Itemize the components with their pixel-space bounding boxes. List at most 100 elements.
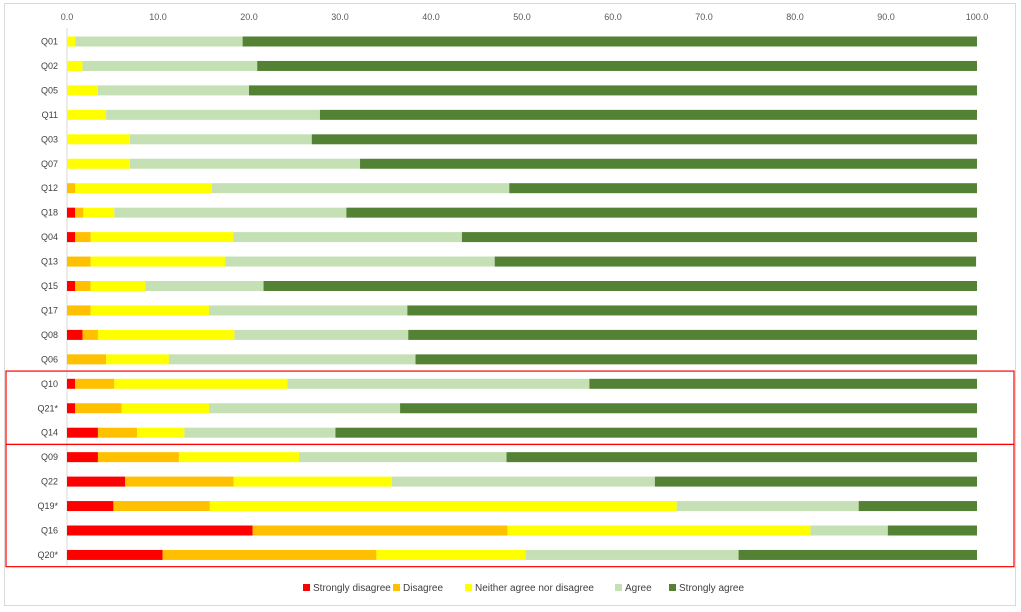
bar-segment [67, 158, 130, 169]
bar-segment [114, 207, 347, 218]
x-tick-label: 20.0 [240, 12, 258, 22]
category-label: Q18 [41, 208, 58, 218]
category-label: Q19* [37, 501, 58, 511]
bar-segment [129, 158, 361, 169]
legend-label: Strongly disagree [313, 583, 391, 594]
bar-segment [125, 476, 234, 487]
bar-segment [346, 207, 977, 218]
category-label: Q14 [41, 428, 58, 438]
bar-segment [184, 427, 336, 438]
bar-segment [67, 85, 98, 96]
bar-segment [67, 305, 91, 316]
category-label: Q07 [41, 159, 58, 169]
bar-segment [67, 207, 76, 218]
bar-segment [507, 525, 811, 536]
bar-segment [114, 378, 288, 389]
bar-segment [887, 525, 977, 536]
category-label: Q15 [41, 281, 58, 291]
bar-segment [75, 378, 115, 389]
category-label: Q10 [41, 379, 58, 389]
bar-segment [106, 109, 320, 120]
bar-segment [83, 207, 115, 218]
legend-swatch [393, 584, 400, 591]
bar-segment [97, 427, 138, 438]
bar-segment [810, 525, 888, 536]
bar-segment [234, 329, 409, 340]
bar-segment [589, 378, 977, 389]
bar-segment [168, 354, 416, 365]
bar-segment [461, 232, 977, 243]
bar-segment [113, 501, 210, 512]
x-tick-label: 50.0 [513, 12, 531, 22]
bar-segment [208, 403, 401, 414]
bar-segment [97, 329, 235, 340]
legend: Strongly disagree Disagree Neither agree n… [303, 583, 744, 594]
category-label: Q17 [41, 305, 58, 315]
category-label: Q13 [41, 257, 58, 267]
legend-swatch [303, 584, 310, 591]
bar-segment [75, 232, 91, 243]
legend-swatch [465, 584, 472, 591]
x-tick-label: 100.0 [966, 12, 989, 22]
bar-segment [858, 501, 977, 512]
bar-segment [525, 549, 739, 560]
legend-label: Agree [625, 583, 652, 594]
x-tick-label: 90.0 [877, 12, 895, 22]
bar-segment [162, 549, 377, 560]
bar-segment [67, 378, 76, 389]
x-tick-label: 60.0 [604, 12, 622, 22]
x-tick-label: 10.0 [149, 12, 167, 22]
bar-segment [242, 36, 977, 47]
bar-segment [90, 256, 226, 267]
bar-segment [97, 452, 179, 463]
bar-segment [137, 427, 185, 438]
x-tick-label: 0.0 [61, 12, 74, 22]
bar-segment [400, 403, 977, 414]
bar-segment [67, 36, 76, 47]
highlight-boxes [5, 370, 1015, 568]
bar-segment [67, 452, 98, 463]
legend-label: Strongly agree [679, 583, 744, 594]
bar-segment [67, 476, 126, 487]
category-label: Q21* [37, 403, 58, 413]
bar-segment [75, 403, 122, 414]
highlight-box [5, 443, 1015, 568]
legend-swatch [615, 584, 622, 591]
bar-segment [67, 403, 76, 414]
bars [67, 36, 978, 560]
bar-segment [391, 476, 655, 487]
bar-segment [376, 549, 526, 560]
bar-segment [67, 427, 98, 438]
x-tick-label: 80.0 [786, 12, 804, 22]
category-label: Q02 [41, 61, 58, 71]
bar-segment [233, 476, 392, 487]
bar-segment [67, 134, 130, 145]
bar-segment [299, 452, 507, 463]
legend-label: Neither agree nor disagree [475, 583, 594, 594]
bar-segment [494, 256, 977, 267]
bar-segment [263, 281, 977, 291]
bar-segment [67, 354, 107, 365]
bar-segment [90, 305, 209, 316]
x-axis: 0.0 10.0 20.0 30.0 40.0 50.0 60.0 70.0 80.0 90.0 1… [61, 12, 989, 22]
bar-segment [335, 427, 977, 438]
bar-segment [415, 354, 977, 365]
bar-segment [145, 281, 264, 291]
category-label: Q09 [41, 452, 58, 462]
bar-segment [654, 476, 977, 487]
bar-segment [178, 452, 300, 463]
bar-segment [90, 281, 146, 291]
bar-segment [75, 183, 212, 194]
bar-segment [67, 525, 253, 536]
bar-segment [97, 85, 249, 96]
legend-label: Disagree [403, 583, 443, 594]
bar-segment [67, 281, 76, 291]
bar-segment [129, 134, 312, 145]
category-label: Q22 [41, 477, 58, 487]
bar-segment [90, 232, 234, 243]
category-label: Q08 [41, 330, 58, 340]
bar-segment [738, 549, 977, 560]
bar-segment [211, 183, 510, 194]
bar-segment [407, 305, 978, 316]
bar-segment [67, 183, 76, 194]
